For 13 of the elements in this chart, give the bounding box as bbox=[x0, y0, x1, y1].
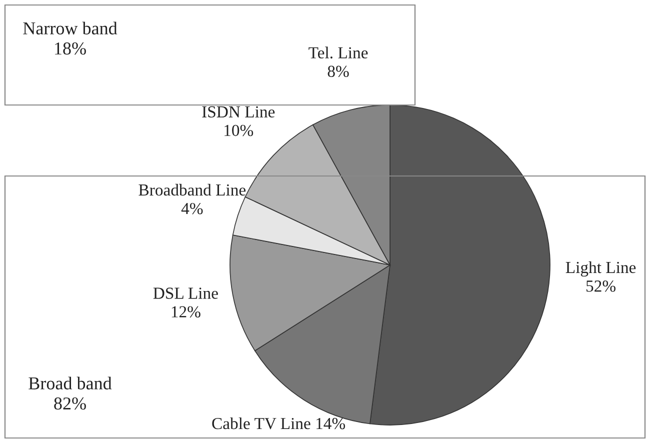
text: Broad band 82% bbox=[28, 376, 112, 410]
data-label: 10% bbox=[224, 124, 254, 136]
data-label: 4% bbox=[181, 202, 203, 214]
slice-label: Tel. Line bbox=[308, 46, 368, 58]
slice-label: Cable TV Line 14% bbox=[212, 417, 346, 430]
data-label: 52% bbox=[586, 280, 616, 292]
slice-label: Broadband Line bbox=[138, 184, 246, 196]
text: Narrow band 18% bbox=[23, 22, 118, 55]
data-label: 12% bbox=[172, 306, 200, 318]
slice-label: DSL Line bbox=[153, 288, 218, 299]
slice-label: Light Line bbox=[566, 261, 636, 277]
slice-label: ISDN Line bbox=[202, 106, 275, 118]
data-label: 8% bbox=[328, 66, 349, 78]
